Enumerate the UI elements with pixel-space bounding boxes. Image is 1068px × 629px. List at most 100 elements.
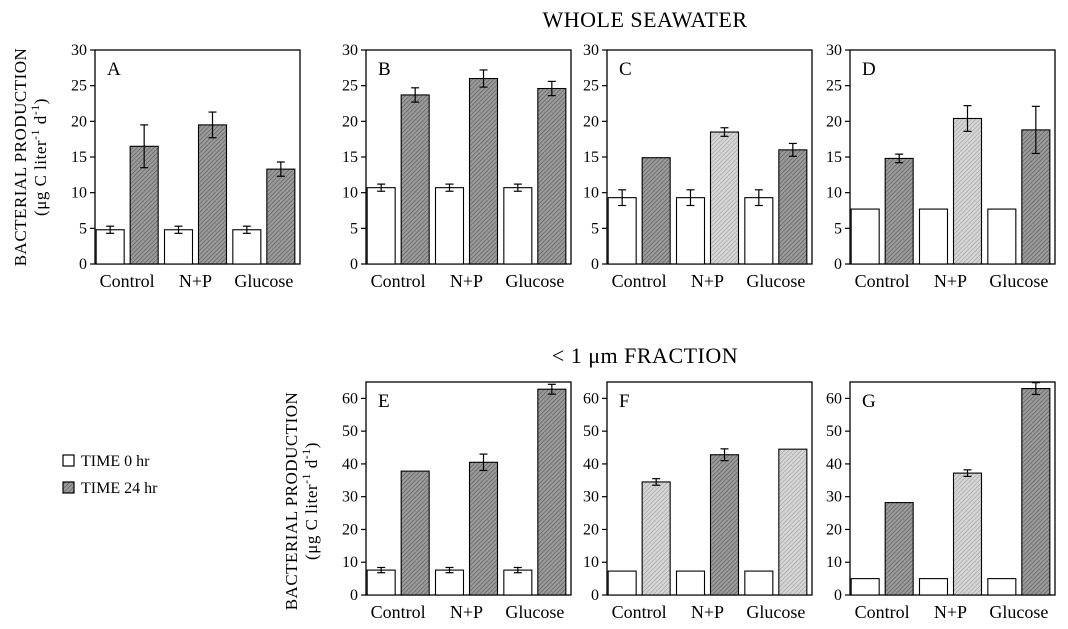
bar [400,470,430,596]
bar [744,570,774,596]
plot-frame [606,381,813,596]
y-axis-unit-exp: -1 [28,104,42,115]
y-tick-label: 5 [834,220,842,237]
y-tick-label: 10 [583,554,599,571]
y-tick-label: 50 [583,423,599,440]
y-tick-label: 20 [342,113,358,130]
y-tick-label: 20 [583,521,599,538]
plot-frame [365,381,572,596]
y-axis-label-top: BACTERIAL PRODUCTION (μg C liter-1 d-1) [11,48,50,267]
y-axis-unit-exp: -1 [28,129,42,140]
chart-panel-e: 0 10 20 30 40 50 60 E Control N+P Glucose [342,381,572,622]
y-tick-label: 20 [583,113,599,130]
bar [709,454,740,596]
x-category-label: Control [855,271,910,291]
y-tick-label: 30 [826,489,842,506]
bar [952,117,983,265]
y-tick-label: 20 [826,521,842,538]
bar [266,168,296,265]
legend-swatch-time0 [62,454,75,467]
chart-panel-d: 0 5 10 15 20 25 30 D Control N+P Glucose [826,42,1056,291]
y-axis-unit-exp: -1 [299,473,313,484]
bar [884,157,914,265]
y-tick-label: 50 [826,423,842,440]
bar [400,94,430,265]
y-tick-label: 60 [826,390,842,407]
bar [952,472,983,596]
y-tick-label: 50 [342,423,358,440]
y-tick-label: 15 [342,149,358,166]
y-tick-label: 0 [591,256,599,273]
y-tick-label: 10 [583,185,599,202]
x-category-label: N+P [934,602,967,622]
bar [95,229,125,265]
y-tick-label: 20 [71,113,87,130]
bar [641,481,671,596]
y-tick-label: 0 [350,256,358,273]
bar [607,570,637,596]
y-axis-label-line1: BACTERIAL PRODUCTION [11,48,30,267]
panel-label: B [378,59,391,80]
bar [537,87,567,265]
y-tick-label: 0 [350,587,358,604]
y-tick-label: 30 [583,42,599,59]
x-category-label: Glucose [989,602,1048,622]
x-category-label: Glucose [505,271,564,291]
y-tick-label: 60 [342,390,358,407]
bar [675,570,706,596]
x-category-label: Control [855,602,910,622]
bar [987,208,1017,265]
y-tick-label: 15 [583,149,599,166]
y-axis-unit-prefix: (μg C liter [302,484,321,560]
chart-panel-b: 0 5 10 15 20 25 30 B Control N+P Glucose [342,42,572,291]
bar [503,187,533,265]
x-category-label: Glucose [505,602,564,622]
x-category-label: Control [100,271,155,291]
y-tick-label: 10 [826,554,842,571]
x-category-label: N+P [179,271,212,291]
bar [778,448,808,596]
y-axis-unit-mid: d [302,459,321,473]
bar [607,197,637,265]
y-tick-label: 25 [826,78,842,95]
bar [884,502,914,596]
x-category-label: N+P [691,271,724,291]
bar [709,131,740,265]
bar [918,578,949,596]
bar [987,578,1017,596]
chart-panel-a: 0 5 10 15 20 25 30 A Control N+P Glucose [71,42,301,291]
y-tick-label: 10 [342,554,358,571]
bar [641,157,671,265]
y-axis-unit-suffix: ) [302,442,321,448]
panel-label: C [619,59,632,80]
panel-label: G [862,391,876,412]
y-tick-label: 5 [350,220,358,237]
y-tick-label: 25 [71,78,87,95]
x-category-label: Glucose [746,602,805,622]
bar [468,77,499,265]
x-category-label: Control [612,602,667,622]
y-tick-label: 25 [342,78,358,95]
bar [675,197,706,265]
y-tick-label: 30 [342,42,358,59]
x-category-label: N+P [450,602,483,622]
y-axis-label-line2: (μg C liter-1 d-1) [28,98,50,216]
y-tick-label: 10 [71,185,87,202]
y-tick-label: 20 [342,521,358,538]
y-tick-label: 15 [826,149,842,166]
legend-swatch-time24 [62,481,75,494]
x-category-label: Glucose [989,271,1048,291]
bar [850,208,880,265]
y-axis-unit-exp: -1 [299,448,313,459]
bar [503,569,533,596]
bar [537,388,567,596]
bar [434,569,465,596]
chart-panel-c: 0 5 10 15 20 25 30 C Control N+P Glucose [583,42,813,291]
legend-label-time24: TIME 24 hr [81,480,158,497]
bar [1021,388,1051,596]
x-category-label: N+P [691,602,724,622]
legend-label-time0: TIME 0 hr [81,453,150,470]
bar [366,569,396,596]
x-category-label: Glucose [746,271,805,291]
bar [434,187,465,265]
